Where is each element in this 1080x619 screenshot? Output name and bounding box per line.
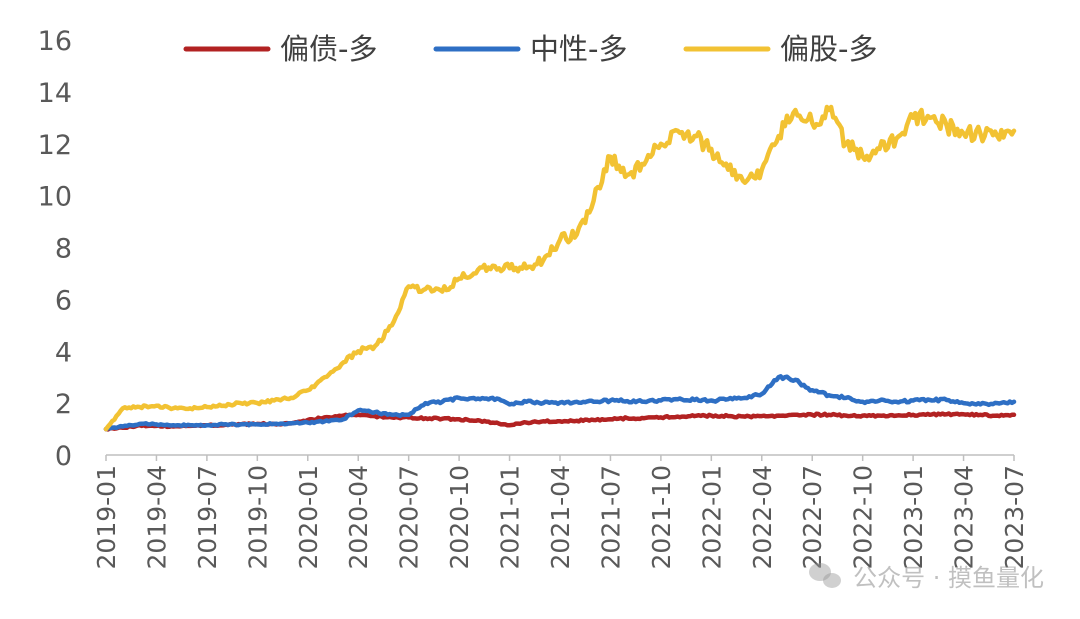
- x-tick-label: 2021-10: [647, 465, 676, 569]
- series-line: [103, 411, 1017, 432]
- x-tick-label: 2022-01: [697, 465, 726, 569]
- x-tick-label: 2023-01: [899, 465, 928, 569]
- series-line: [103, 104, 1017, 432]
- y-tick-label: 2: [55, 389, 72, 420]
- y-tick-label: 16: [38, 26, 72, 57]
- y-tick-label: 12: [38, 130, 72, 161]
- x-tick-label: 2019-04: [142, 465, 171, 569]
- x-tick-label: 2022-07: [798, 465, 827, 569]
- x-tick-label: 2021-04: [546, 465, 575, 569]
- legend-label: 偏债-多: [280, 32, 377, 66]
- x-tick-label: 2023-04: [950, 465, 979, 569]
- x-tick-label: 2019-10: [243, 465, 272, 569]
- y-tick-label: 0: [55, 441, 72, 472]
- x-tick-label: 2020-07: [395, 465, 424, 569]
- y-tick-label: 4: [55, 337, 72, 368]
- x-tick-label: 2019-01: [92, 465, 121, 569]
- legend-label: 中性-多: [530, 32, 627, 66]
- x-tick-label: 2023-07: [1000, 465, 1029, 569]
- x-tick-label: 2020-01: [294, 465, 323, 569]
- legend-label: 偏股-多: [780, 32, 877, 66]
- series-line: [103, 374, 1017, 432]
- legend: 偏债-多 中性-多 偏股-多: [183, 32, 877, 66]
- x-tick-label: 2021-01: [496, 465, 525, 569]
- x-tick-label: 2021-07: [596, 465, 625, 569]
- x-tick-label: 2022-04: [748, 465, 777, 569]
- y-axis: 0 2 4 6 8 10 12 14 16: [38, 26, 72, 472]
- y-tick-label: 14: [38, 78, 72, 109]
- x-tick-label: 2022-10: [849, 465, 878, 569]
- x-tick-label: 2020-04: [344, 465, 373, 569]
- series-lines: [103, 104, 1017, 432]
- x-tick-label: 2019-07: [193, 465, 222, 569]
- x-tick-label: 2020-10: [445, 465, 474, 569]
- y-tick-label: 6: [55, 285, 72, 316]
- x-axis: 2019-01 2019-04 2019-07 2019-10 2020-01 2020-…: [92, 454, 1029, 569]
- y-tick-label: 10: [38, 182, 72, 213]
- y-tick-label: 8: [55, 234, 72, 265]
